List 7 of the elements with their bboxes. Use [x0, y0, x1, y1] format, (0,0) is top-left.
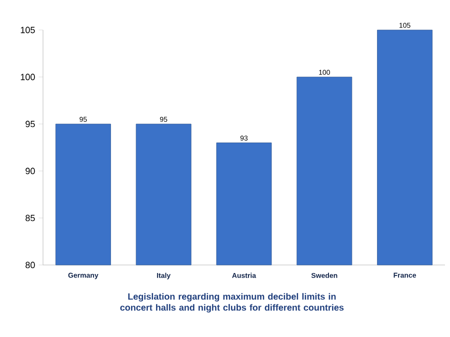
y-tick-label: 80 [26, 262, 35, 268]
y-tick-label: 95 [26, 120, 35, 128]
y-tick-label: 90 [26, 168, 35, 174]
y-tick-label: 105 [20, 26, 35, 34]
text: Legislation regarding maximum decibel limits in concert halls and night clubs for different countries [120, 293, 344, 313]
y-tick-label: 85 [26, 214, 35, 222]
y-tick-label: 100 [20, 74, 35, 80]
